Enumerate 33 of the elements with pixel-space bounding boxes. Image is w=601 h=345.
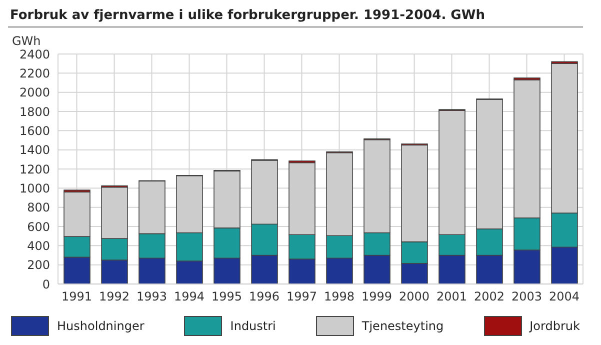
y-tick-label: 400 xyxy=(27,238,50,253)
x-tick-label: 1992 xyxy=(98,290,130,304)
y-tick-label: 1800 xyxy=(19,104,50,119)
legend-label: Tjenesteyting xyxy=(362,319,444,333)
chart-title: Forbruk av fjernvarme i ulike forbrukergrupper. 1991-2004. GWh xyxy=(9,8,486,25)
x-tick-label: 2001 xyxy=(436,290,468,304)
y-tick-label: 1200 xyxy=(19,162,50,176)
x-tick-label: 2002 xyxy=(474,290,505,304)
x-tick-label: 1998 xyxy=(324,290,355,304)
x-tick-label: 1994 xyxy=(174,290,205,304)
y-tick-label: 2200 xyxy=(19,66,50,80)
y-tick-label: 2000 xyxy=(19,86,50,100)
y-tick-label: 1000 xyxy=(19,181,50,196)
x-tick-label: 1997 xyxy=(286,290,318,304)
x-tick-label: 1996 xyxy=(248,290,280,304)
x-tick-label: 2000 xyxy=(398,290,430,304)
y-tick-label: 1600 xyxy=(19,124,50,138)
x-tick-label: 1993 xyxy=(136,290,168,304)
y-tick-label: 0 xyxy=(42,277,50,292)
y-tick-label: 1400 xyxy=(19,143,50,158)
x-tick-label: 1995 xyxy=(211,290,242,304)
x-tick-label: 2004 xyxy=(548,290,580,304)
legend-label: Jordbruk xyxy=(530,319,580,333)
y-tick-label: 800 xyxy=(27,200,50,215)
y-tick-label: 200 xyxy=(27,258,50,272)
x-tick-label: 1999 xyxy=(361,290,392,304)
legend-label: Husholdninger xyxy=(57,319,144,333)
y-tick-label: 2400 xyxy=(19,47,50,62)
legend-label: Industri xyxy=(230,319,276,333)
y-axis-title: GWh xyxy=(12,34,42,48)
y-tick-label: 600 xyxy=(27,220,50,234)
x-tick-label: 1991 xyxy=(61,290,92,304)
x-tick-label: 2003 xyxy=(511,290,542,304)
